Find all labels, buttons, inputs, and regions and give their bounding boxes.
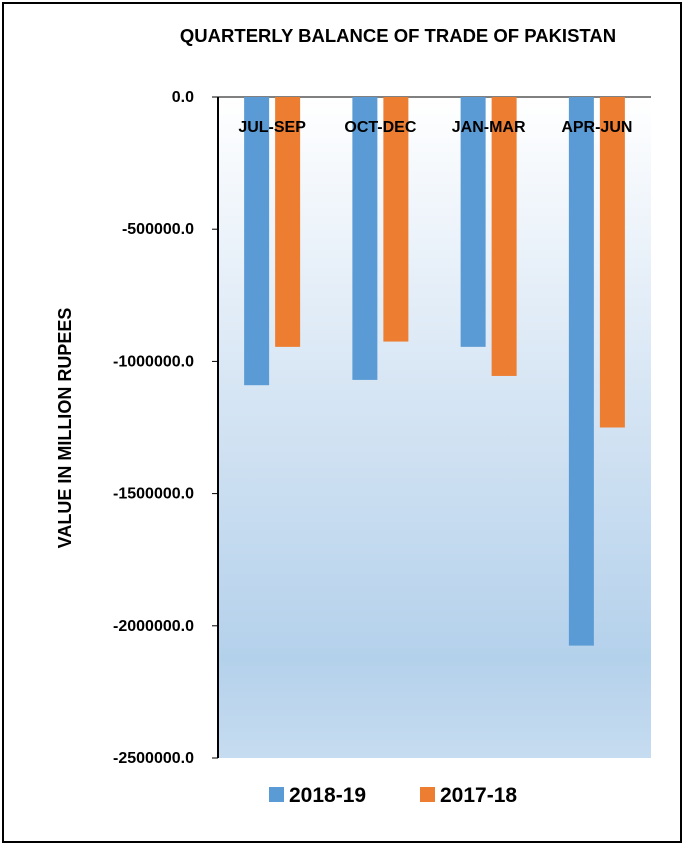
- bar-2017-18-OCT-DEC: [383, 97, 409, 342]
- chart-title: QUARTERLY BALANCE OF TRADE OF PAKISTAN: [180, 25, 616, 46]
- legend-swatch: [269, 787, 284, 802]
- category-label: OCT-DEC: [344, 119, 416, 136]
- bar-2018-19-JUL-SEP: [244, 97, 270, 386]
- y-axis-label: VALUE IN MILLION RUPEES: [55, 308, 75, 549]
- y-tick-label: -1500000.0: [113, 486, 194, 503]
- category-label: JUL-SEP: [238, 119, 306, 136]
- y-tick-label: -1000000.0: [113, 353, 194, 370]
- category-label: JAN-MAR: [452, 119, 526, 136]
- legend-label: 2017-18: [440, 784, 517, 807]
- legend: 2018-19 2017-18: [269, 784, 517, 807]
- y-tick-label: -2000000.0: [113, 618, 194, 635]
- category-label: APR-JUN: [561, 119, 632, 136]
- legend-swatch: [420, 787, 435, 802]
- legend-label: 2018-19: [289, 784, 366, 807]
- y-tick-label: 0.0: [172, 89, 194, 106]
- bar-2017-18-JUL-SEP: [275, 97, 301, 347]
- y-tick-label: -2500000.0: [113, 750, 194, 767]
- bar-2018-19-OCT-DEC: [352, 97, 378, 380]
- bar-2017-18-APR-JUN: [599, 97, 625, 428]
- bar-2018-19-JAN-MAR: [460, 97, 486, 347]
- bar-2017-18-JAN-MAR: [491, 97, 517, 376]
- y-tick-label: -500000.0: [122, 221, 194, 238]
- bar-2018-19-APR-JUN: [568, 97, 594, 646]
